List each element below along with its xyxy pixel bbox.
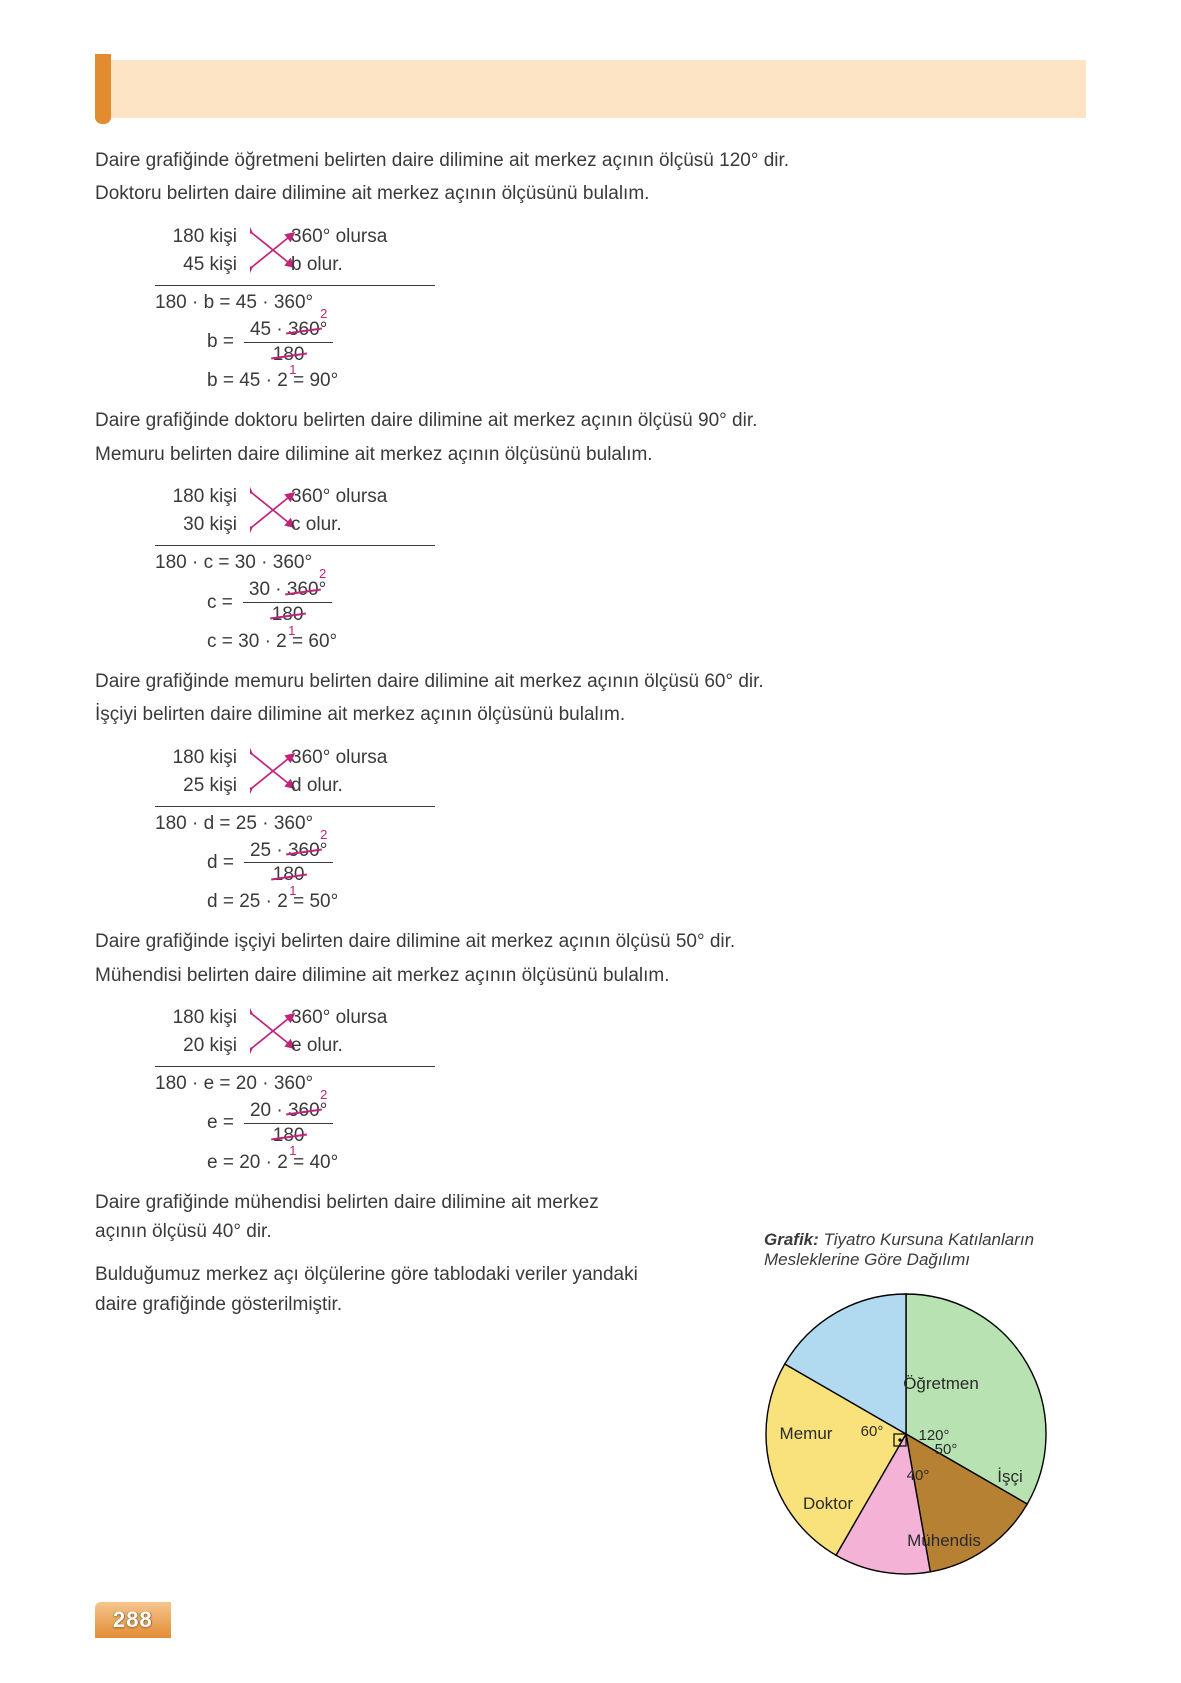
prop-right: 360° olursa — [243, 226, 387, 248]
header-bar — [95, 60, 1086, 118]
slice-label: Doktor — [803, 1494, 853, 1513]
prop-right: b olur. — [243, 254, 343, 276]
intro-1b: Doktoru belirten daire dilimine ait merk… — [95, 179, 1086, 208]
fraction: 20 · 360°2 1801 — [244, 1099, 333, 1148]
slice-label: Memur — [780, 1424, 833, 1443]
eq-line: 180 · c = 30 · 360° — [155, 552, 1086, 574]
angle-label: 40° — [907, 1467, 930, 1484]
eq-prefix: b = — [207, 331, 234, 353]
calc-block-e: 180 kişi360° olursa 20 kişie olur. 180 ·… — [155, 1004, 1086, 1174]
chart-title: Grafik: Tiyatro Kursuna Katılanların Mes… — [746, 1230, 1106, 1270]
prop-left: 180 kişi — [155, 1007, 243, 1029]
prop-left: 180 kişi — [155, 747, 243, 769]
intro-4a: Daire grafiğinde işçiyi belirten daire d… — [95, 927, 1086, 956]
prop-left: 25 kişi — [155, 775, 243, 797]
right-angle-dot-icon — [898, 1438, 901, 1441]
prop-right: 360° olursa — [243, 486, 387, 508]
prop-right: d olur. — [243, 775, 343, 797]
prop-right: e olur. — [243, 1035, 343, 1057]
fraction: 25 · 360°2 1801 — [244, 839, 333, 888]
page-number-wrap: 288 — [95, 1602, 171, 1638]
divider — [155, 285, 435, 286]
intro-3a: Daire grafiğinde memuru belirten daire d… — [95, 667, 1086, 696]
fraction: 30 · 360°2 1801 — [243, 578, 332, 627]
intro-3b: İşçiyi belirten daire dilimine ait merke… — [95, 700, 1086, 729]
eq-line: b = 45 · 360°2 1801 — [155, 318, 1086, 367]
angle-label: 50° — [935, 1441, 958, 1458]
eq-prefix: c = — [207, 592, 233, 614]
calc-block-b: 180 kişi360° olursa 45 kişib olur. 180 ·… — [155, 223, 1086, 393]
slice-label: İşçi — [997, 1467, 1023, 1486]
prop-left: 30 kişi — [155, 514, 243, 536]
calc-block-d: 180 kişi360° olursa 25 kişid olur. 180 ·… — [155, 744, 1086, 914]
eq-line: 180 · d = 25 · 360° — [155, 813, 1086, 835]
eq-line: d = 25 · 360°2 1801 — [155, 839, 1086, 888]
prop-right: 360° olursa — [243, 1007, 387, 1029]
eq-line: c = 30 · 360°2 1801 — [155, 578, 1086, 627]
prop-left: 45 kişi — [155, 254, 243, 276]
divider — [155, 806, 435, 807]
eq-line: e = 20 · 360°2 1801 — [155, 1099, 1086, 1148]
outro-1: Daire grafiğinde mühendisi belirten dair… — [95, 1188, 655, 1247]
pie-chart: Öğretmen120°İşçi50°Mühendis40°DoktorMemu… — [746, 1284, 1076, 1584]
outro-2: Bulduğumuz merkez açı ölçülerine göre ta… — [95, 1260, 655, 1319]
intro-4b: Mühendisi belirten daire dilimine ait me… — [95, 961, 1086, 990]
prop-right: 360° olursa — [243, 747, 387, 769]
intro-2a: Daire grafiğinde doktoru belirten daire … — [95, 406, 1086, 435]
header-tab — [95, 54, 111, 124]
prop-right: c olur. — [243, 514, 342, 536]
pie-chart-wrap: Grafik: Tiyatro Kursuna Katılanların Mes… — [746, 1230, 1106, 1589]
prop-left: 180 kişi — [155, 486, 243, 508]
divider — [155, 545, 435, 546]
calc-block-c: 180 kişi360° olursa 30 kişic olur. 180 ·… — [155, 483, 1086, 653]
slice-label: Mühendis — [907, 1531, 981, 1550]
fraction: 45 · 360°2 1801 — [244, 318, 333, 367]
eq-prefix: e = — [207, 1112, 234, 1134]
divider — [155, 1066, 435, 1067]
intro-2b: Memuru belirten daire dilimine ait merke… — [95, 440, 1086, 469]
eq-line: 180 · b = 45 · 360° — [155, 292, 1086, 314]
slice-label: Öğretmen — [903, 1374, 979, 1393]
eq-line: 180 · e = 20 · 360° — [155, 1073, 1086, 1095]
eq-prefix: d = — [207, 852, 234, 874]
prop-left: 20 kişi — [155, 1035, 243, 1057]
page-number: 288 — [95, 1602, 171, 1638]
intro-1a: Daire grafiğinde öğretmeni belirten dair… — [95, 146, 1086, 175]
angle-label: 60° — [861, 1423, 884, 1440]
prop-left: 180 kişi — [155, 226, 243, 248]
